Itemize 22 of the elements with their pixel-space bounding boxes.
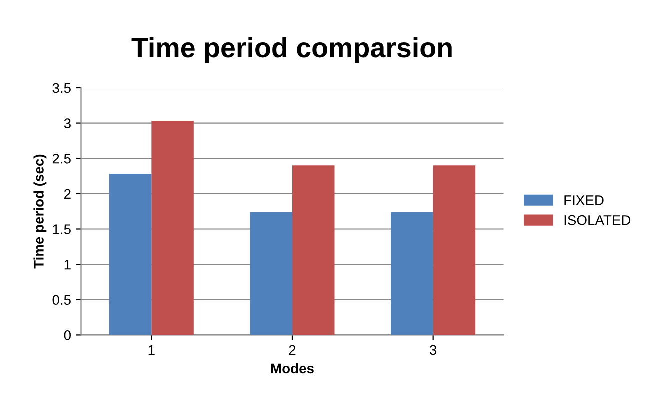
y-tick-label: 1.5 bbox=[53, 224, 71, 234]
y-tick-label: 2 bbox=[64, 189, 71, 199]
x-tick-label: 1 bbox=[148, 345, 155, 355]
legend-label: ISOLATED bbox=[564, 215, 631, 226]
bar bbox=[250, 212, 292, 336]
x-axis-title: Modes bbox=[271, 363, 314, 374]
y-tick-label: 0 bbox=[64, 330, 71, 340]
y-tick-label: 1 bbox=[64, 260, 71, 270]
y-tick-label: 0.5 bbox=[52, 295, 71, 306]
x-tick-label: 3 bbox=[430, 345, 437, 356]
y-axis-title: Time period (sec) bbox=[34, 154, 47, 269]
bar bbox=[109, 174, 152, 336]
chart-title: Time period comparsion bbox=[132, 37, 452, 64]
bar bbox=[292, 166, 335, 336]
bar bbox=[433, 166, 476, 336]
bar bbox=[391, 212, 434, 336]
x-tick-label: 2 bbox=[289, 345, 296, 355]
bar bbox=[152, 121, 194, 336]
legend-label: FIXED bbox=[564, 196, 604, 206]
y-tick-label: 3 bbox=[64, 118, 71, 128]
y-tick-label: 3.5 bbox=[52, 83, 71, 94]
y-tick-label: 2.5 bbox=[52, 154, 71, 164]
